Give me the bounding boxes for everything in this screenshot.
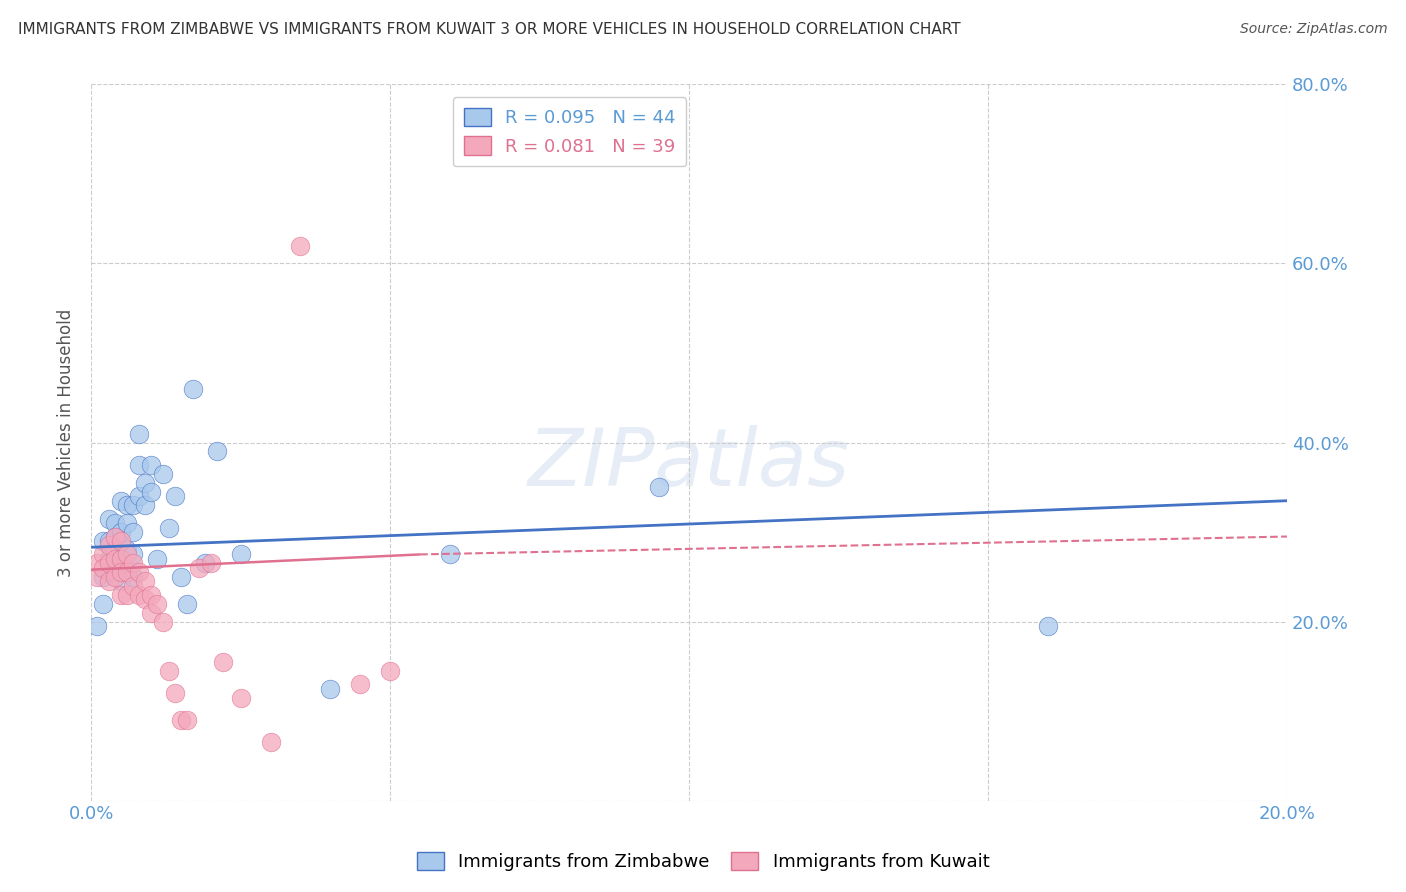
Point [115, 588, 138, 602]
Point [176, 597, 198, 611]
Point [319, 681, 342, 696]
Point [110, 534, 132, 549]
Point [98, 557, 121, 571]
Text: Source: ZipAtlas.com: Source: ZipAtlas.com [1240, 22, 1388, 37]
Point [439, 548, 461, 562]
Point [194, 557, 217, 571]
Point [170, 713, 193, 727]
Point [128, 458, 150, 472]
Point [170, 570, 193, 584]
Point [98, 552, 121, 566]
Text: ZIPatlas: ZIPatlas [529, 425, 851, 503]
Point [86, 619, 108, 633]
Point [110, 566, 132, 580]
Point [91, 561, 114, 575]
Point [163, 686, 186, 700]
Point [115, 498, 138, 512]
Point [176, 713, 198, 727]
Point [157, 664, 180, 678]
Point [110, 574, 132, 589]
Point [104, 516, 127, 530]
Point [378, 664, 401, 678]
Point [98, 574, 121, 589]
Point [648, 480, 671, 494]
Point [115, 543, 138, 558]
Point [91, 548, 114, 562]
Point [115, 566, 138, 580]
Point [104, 543, 127, 558]
Point [110, 588, 132, 602]
Point [122, 579, 145, 593]
Point [91, 534, 114, 549]
Point [139, 606, 162, 620]
Point [104, 570, 127, 584]
Point [229, 548, 252, 562]
Point [134, 498, 156, 512]
Point [91, 597, 114, 611]
Point [152, 467, 174, 481]
Point [115, 516, 138, 530]
Point [146, 597, 169, 611]
Point [98, 511, 121, 525]
Point [139, 588, 162, 602]
Point [205, 444, 228, 458]
Point [86, 557, 108, 571]
Point [91, 570, 114, 584]
Point [134, 574, 156, 589]
Point [349, 677, 371, 691]
Point [110, 524, 132, 539]
Point [139, 458, 162, 472]
Text: IMMIGRANTS FROM ZIMBABWE VS IMMIGRANTS FROM KUWAIT 3 OR MORE VEHICLES IN HOUSEHO: IMMIGRANTS FROM ZIMBABWE VS IMMIGRANTS F… [18, 22, 960, 37]
Point [211, 655, 233, 669]
Point [128, 489, 150, 503]
Point [115, 548, 138, 562]
Point [122, 570, 145, 584]
Point [139, 484, 162, 499]
Point [86, 570, 108, 584]
Point [104, 529, 127, 543]
Point [98, 566, 121, 580]
Point [146, 552, 169, 566]
Point [122, 498, 145, 512]
Point [104, 552, 127, 566]
Point [110, 552, 132, 566]
Point [1036, 619, 1059, 633]
Point [104, 566, 127, 580]
Point [122, 524, 145, 539]
Legend: R = 0.095   N = 44, R = 0.081   N = 39: R = 0.095 N = 44, R = 0.081 N = 39 [453, 97, 686, 167]
Point [259, 735, 281, 749]
Legend: Immigrants from Zimbabwe, Immigrants from Kuwait: Immigrants from Zimbabwe, Immigrants fro… [409, 845, 997, 879]
Point [128, 566, 150, 580]
Point [134, 475, 156, 490]
Point [104, 529, 127, 543]
Point [157, 520, 180, 534]
Point [98, 534, 121, 549]
Point [110, 493, 132, 508]
Y-axis label: 3 or more Vehicles in Household: 3 or more Vehicles in Household [58, 309, 75, 576]
Point [98, 539, 121, 553]
Point [163, 489, 186, 503]
Point [134, 592, 156, 607]
Point [128, 588, 150, 602]
Point [122, 548, 145, 562]
Point [290, 238, 312, 252]
Point [110, 552, 132, 566]
Point [229, 690, 252, 705]
Point [187, 561, 209, 575]
Point [122, 557, 145, 571]
Point [181, 382, 204, 396]
Point [128, 426, 150, 441]
Point [200, 557, 222, 571]
Point [152, 615, 174, 629]
